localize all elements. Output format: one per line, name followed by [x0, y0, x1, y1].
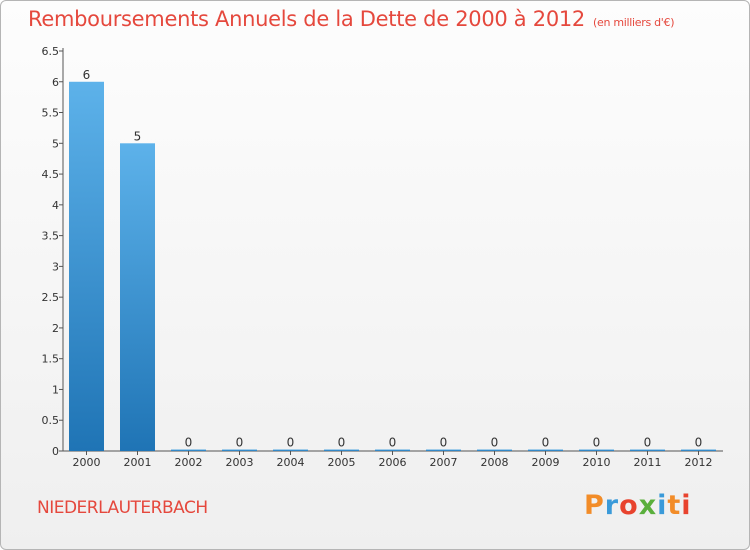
y-tick-label: 0.5 — [42, 414, 60, 427]
x-tick-label-2005: 2005 — [328, 456, 356, 469]
bars: 6 5 0 0 0 0 0 0 0 0 0 0 0 — [69, 68, 716, 452]
data-label-2010: 0 — [593, 436, 601, 450]
data-label-2006: 0 — [389, 436, 397, 450]
y-tick-label: 1.5 — [42, 353, 60, 366]
data-label-2002: 0 — [185, 436, 193, 450]
y-tick-label: 2.5 — [42, 291, 60, 304]
data-label-2009: 0 — [542, 436, 550, 450]
logo-letter: t — [667, 490, 682, 521]
y-tick-label: 1 — [52, 383, 59, 396]
chart-subtitle: (en milliers d'€) — [593, 16, 675, 29]
bar-2002 — [171, 449, 206, 451]
y-axis: 0 0.5 1 1.5 2 2.5 3 3.5 4 4.5 5 5.5 6 6.5 — [42, 45, 64, 458]
bar-2006 — [375, 449, 410, 451]
y-tick-label: 3 — [52, 260, 59, 273]
y-tick-label: 4.5 — [42, 168, 60, 181]
data-label-2011: 0 — [644, 436, 652, 450]
x-tick-label-2006: 2006 — [379, 456, 407, 469]
logo-letter: i — [681, 490, 692, 521]
y-tick-label: 5 — [52, 137, 59, 150]
logo-letter: o — [619, 490, 639, 521]
data-label-2005: 0 — [338, 436, 346, 450]
x-axis: 2000 2001 2002 2003 2004 2005 2006 2007 2008 2009… — [63, 450, 723, 469]
bar-2000 — [69, 81, 104, 452]
bar-2011 — [630, 449, 665, 451]
bar-2004 — [273, 449, 308, 451]
chart-title-text: Remboursements Annuels de la Dette de 20… — [28, 7, 585, 31]
x-tick-label-2001: 2001 — [124, 456, 152, 469]
data-label-2003: 0 — [236, 436, 244, 450]
y-tick-label: 5.5 — [42, 107, 60, 120]
data-label-2008: 0 — [491, 436, 499, 450]
x-tick-label-2007: 2007 — [430, 456, 458, 469]
y-tick-label: 4 — [52, 199, 59, 212]
data-label-2000: 6 — [83, 68, 91, 82]
logo-letter: i — [657, 490, 668, 521]
logo-letter: r — [604, 490, 620, 521]
y-tick-label: 6.5 — [42, 45, 60, 58]
bar-2012 — [681, 449, 716, 451]
x-tick-label-2009: 2009 — [532, 456, 560, 469]
bar-2009 — [528, 449, 563, 451]
bar-2001 — [120, 143, 155, 452]
y-tick-label: 6 — [52, 76, 59, 89]
bar-2005 — [324, 449, 359, 451]
data-label-2012: 0 — [695, 436, 703, 450]
bar-2003 — [222, 449, 257, 451]
x-tick-label-2004: 2004 — [277, 456, 305, 469]
logo-letter: x — [638, 490, 658, 521]
x-tick-label-2008: 2008 — [481, 456, 509, 469]
x-tick-label-2003: 2003 — [226, 456, 254, 469]
logo-letter: P — [584, 490, 605, 521]
commune-name: NIEDERLAUTERBACH — [37, 498, 208, 518]
data-label-2004: 0 — [287, 436, 295, 450]
x-tick-label-2011: 2011 — [634, 456, 662, 469]
x-tick-label-2010: 2010 — [583, 456, 611, 469]
bar-2010 — [579, 449, 614, 451]
data-label-2001: 5 — [134, 129, 142, 143]
proxiti-logo: Proxiti — [584, 490, 692, 521]
bar-2008 — [477, 449, 512, 451]
y-tick-label: 3.5 — [42, 230, 60, 243]
y-tick-label: 0 — [52, 445, 59, 458]
x-tick-label-2000: 2000 — [73, 456, 101, 469]
bar-2007 — [426, 449, 461, 451]
x-tick-label-2012: 2012 — [685, 456, 713, 469]
chart-title: Remboursements Annuels de la Dette de 20… — [28, 7, 674, 31]
data-label-2007: 0 — [440, 436, 448, 450]
x-tick-label-2002: 2002 — [175, 456, 203, 469]
y-tick-label: 2 — [52, 322, 59, 335]
